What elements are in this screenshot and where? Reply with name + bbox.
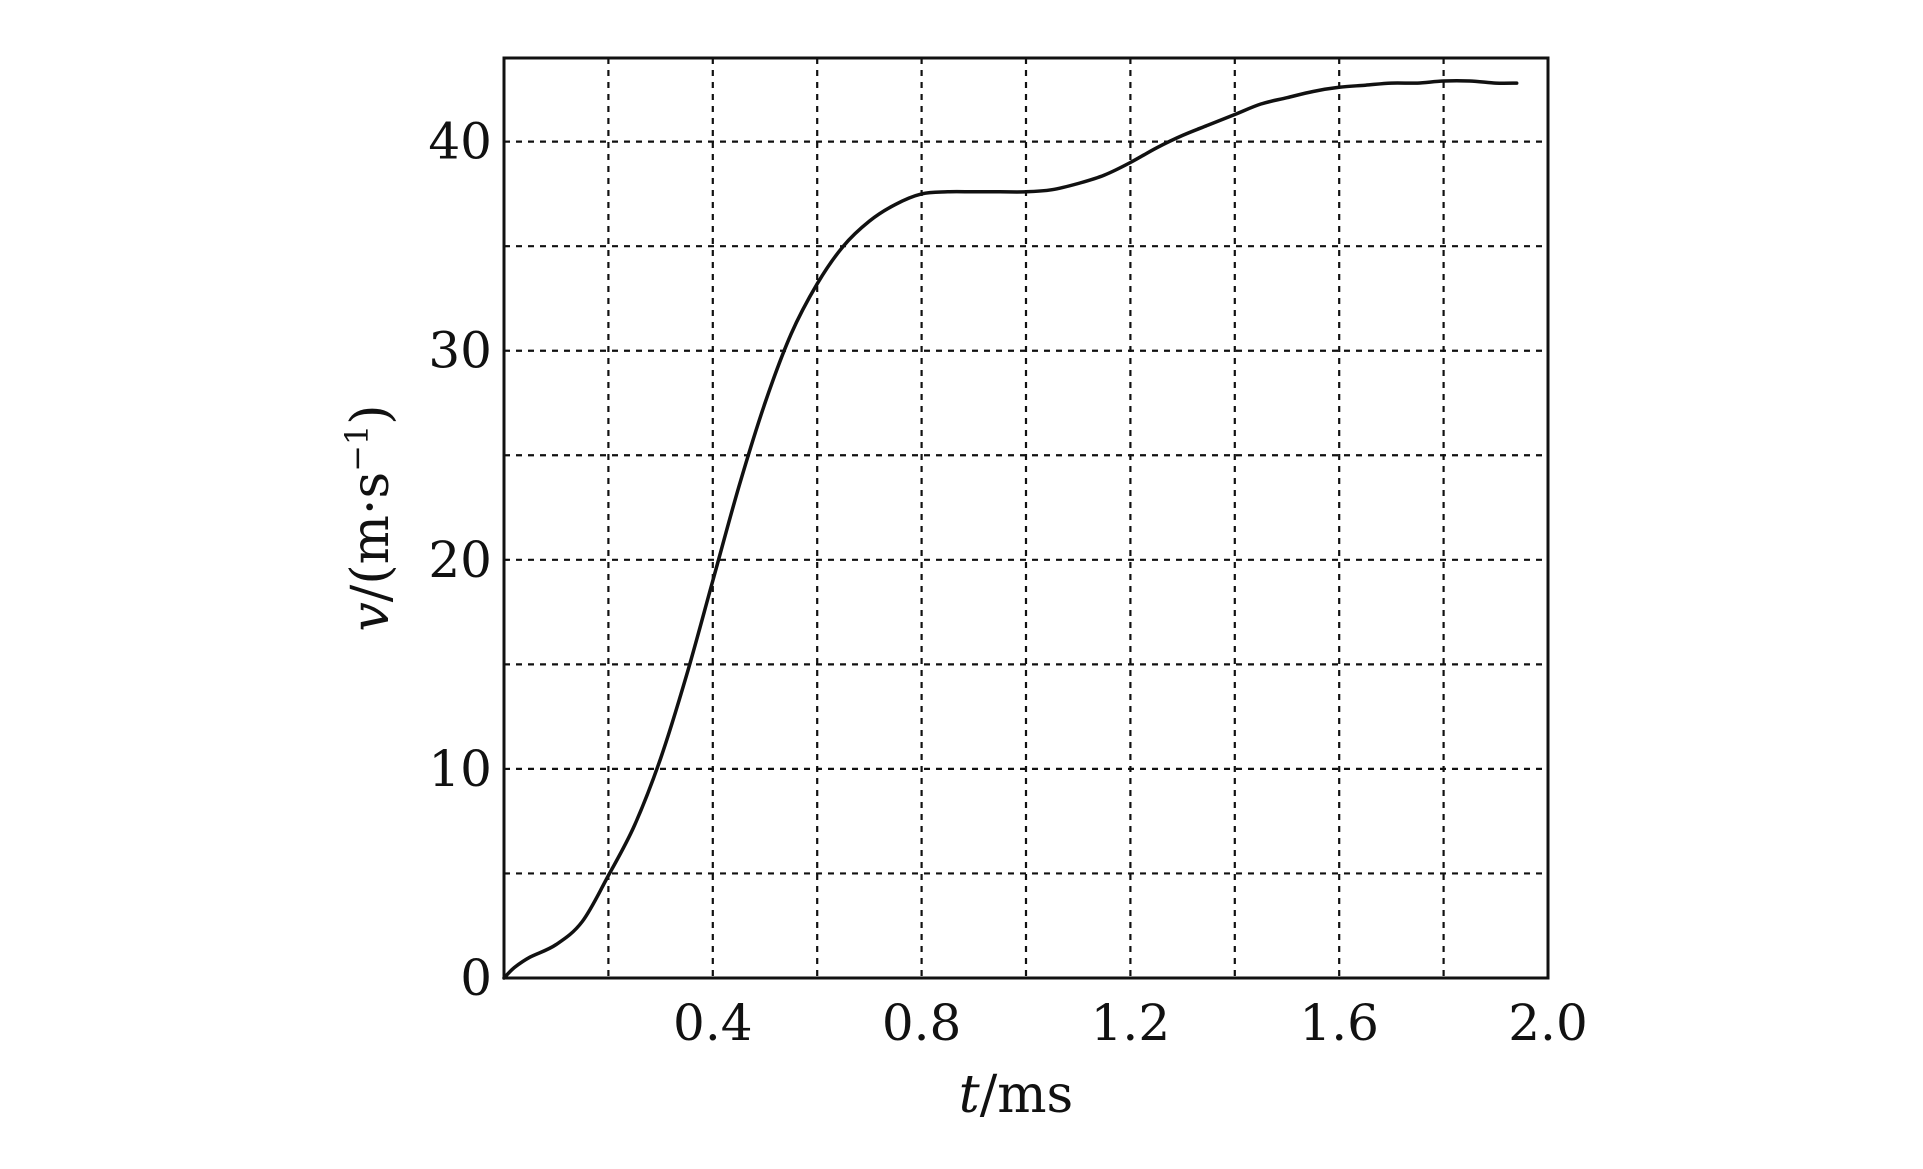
gridlines	[504, 58, 1548, 978]
y-axis-label-close: )	[341, 404, 401, 424]
x-tick-label: 0.8	[882, 994, 962, 1052]
y-axis-label-unit: /(m·s	[341, 472, 401, 602]
y-tick-label: 20	[428, 531, 492, 589]
plot-frame	[502, 56, 1550, 980]
x-axis-label-symbol: t	[959, 1065, 980, 1125]
x-tick-label: 2.0	[1508, 994, 1588, 1052]
y-tick-label: 30	[428, 322, 492, 380]
y-axis-label-superscript: −1	[338, 425, 376, 472]
y-tick-labels: 0 10 20 30 40	[428, 113, 492, 1007]
y-axis-label-symbol: v	[341, 602, 401, 631]
y-tick-label: 10	[428, 740, 492, 798]
x-tick-label: 0.4	[673, 994, 753, 1052]
y-tick-label: 40	[428, 113, 492, 171]
y-tick-label: 0	[460, 949, 492, 1007]
x-axis-label: t/ms	[959, 1065, 1073, 1125]
x-tick-label: 1.6	[1299, 994, 1379, 1052]
series-line	[502, 79, 1519, 980]
y-axis-label: v/(m·s−1)	[338, 404, 401, 631]
x-tick-labels: 0.4 0.8 1.2 1.6 2.0	[673, 994, 1588, 1052]
x-tick-label: 1.2	[1091, 994, 1171, 1052]
x-axis-label-unit: /ms	[980, 1065, 1074, 1125]
series-group	[502, 79, 1519, 980]
